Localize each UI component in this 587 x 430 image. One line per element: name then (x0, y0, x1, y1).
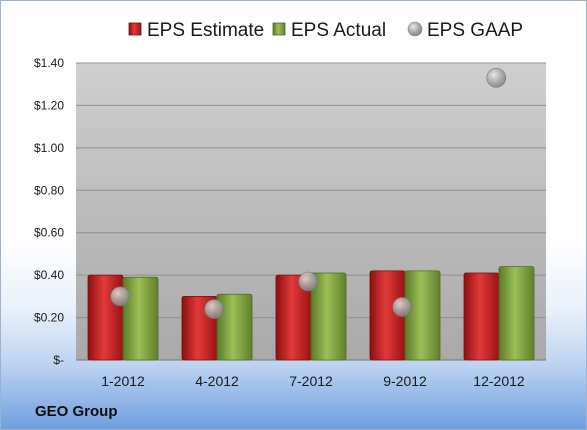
y-tick-label: $0.80 (34, 183, 64, 197)
x-category-label: 4-2012 (195, 373, 239, 389)
bar-eps-actual (122, 276, 159, 361)
y-tick-label: $0.20 (34, 311, 64, 325)
legend-label: EPS GAAP (427, 20, 523, 41)
gaap-points (110, 68, 507, 319)
x-category-label: 9-2012 (383, 373, 427, 389)
bar-eps-actual (404, 270, 441, 361)
y-tick-label: $0.40 (34, 268, 64, 282)
bars (87, 266, 535, 361)
y-tick-label: $1.20 (34, 98, 64, 112)
company-label: GEO Group (35, 403, 118, 420)
bar-eps-estimate (463, 272, 500, 361)
legend-label: EPS Estimate (147, 20, 264, 41)
point-eps-gaap (392, 297, 413, 317)
x-category-label: 7-2012 (289, 373, 333, 389)
legend-swatch-eps-estimate (128, 22, 142, 36)
bar-eps-actual (216, 293, 253, 361)
bar-eps-actual (498, 266, 535, 361)
point-eps-gaap (204, 299, 224, 319)
y-tick-label: $1.00 (34, 141, 64, 155)
x-category-label: 12-2012 (473, 373, 525, 389)
bar-eps-actual (310, 272, 347, 361)
x-category-label: 1-2012 (101, 373, 145, 389)
y-tick-label: $0.60 (34, 226, 64, 240)
x-axis-categories: 1-2012 4-2012 7-2012 9-2012 12-2012 (101, 373, 525, 389)
point-eps-gaap (486, 68, 507, 88)
point-eps-gaap (298, 271, 319, 292)
legend-label: EPS Actual (291, 20, 386, 41)
point-eps-gaap (110, 286, 130, 307)
legend: EPS Estimate EPS Actual EPS GAAP (128, 20, 523, 41)
y-tick-label: $1.40 (34, 56, 64, 70)
y-axis-ticks: $- $0.20 $0.40 $0.60 $0.80 $1.00 $1.20 $1.40 (34, 56, 64, 367)
legend-swatch-eps-gaap (407, 21, 423, 37)
legend-swatch-eps-actual (272, 22, 286, 36)
y-tick-label: $- (53, 353, 64, 367)
